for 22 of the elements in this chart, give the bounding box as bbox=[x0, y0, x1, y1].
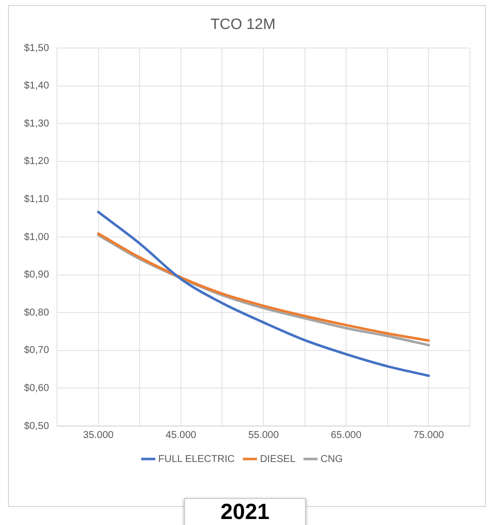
y-tick-label: $1,40 bbox=[24, 80, 50, 92]
x-tick-label: 65.000 bbox=[330, 430, 362, 441]
y-tick-label: $0,50 bbox=[24, 420, 50, 432]
legend-label: CNG bbox=[320, 454, 343, 465]
x-tick-label: 35.000 bbox=[83, 430, 114, 441]
x-tick-label: 75.000 bbox=[413, 430, 444, 441]
y-tick-label: $0,80 bbox=[24, 307, 50, 318]
y-tick-label: $1,30 bbox=[24, 118, 50, 130]
y-tick-label: $1,10 bbox=[24, 194, 50, 205]
y-tick-label: $0,70 bbox=[24, 345, 50, 356]
x-tick-label: 45.000 bbox=[166, 430, 197, 441]
x-tick-label: 55.000 bbox=[248, 430, 280, 441]
y-tick-label: $1,00 bbox=[24, 232, 50, 243]
y-tick-label: $1,50 bbox=[24, 42, 50, 54]
legend-label: FULL ELECTRIC bbox=[158, 454, 235, 465]
y-tick-label: $0,60 bbox=[24, 382, 50, 394]
chart-title: TCO 12M bbox=[210, 16, 276, 34]
legend-label: DIESEL bbox=[260, 454, 296, 465]
y-tick-label: $0,90 bbox=[24, 270, 50, 281]
line-series bbox=[97, 210, 430, 377]
text: 2021 bbox=[184, 498, 306, 525]
y-tick-label: $1,20 bbox=[24, 156, 50, 168]
